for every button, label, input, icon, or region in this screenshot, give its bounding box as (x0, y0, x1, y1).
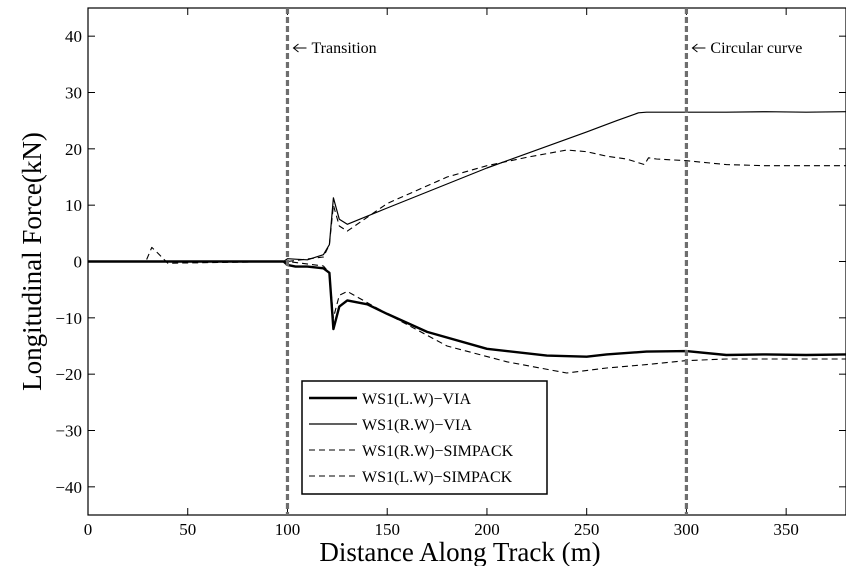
y-tick-label: 20 (65, 140, 82, 159)
y-axis-ticks: 40 30 20 10 0 −10 −20 −30 −40 (55, 27, 846, 497)
annotation-arrowhead (691, 43, 698, 53)
y-tick-label: −40 (55, 478, 82, 497)
x-tick-label: 0 (84, 520, 93, 539)
series-line-3 (88, 149, 846, 263)
y-tick-label: −20 (55, 365, 82, 384)
x-tick-label: 50 (179, 520, 196, 539)
x-tick-label: 100 (275, 520, 301, 539)
y-tick-label: −30 (55, 422, 82, 441)
series-layer (88, 111, 846, 374)
y-tick-label: 10 (65, 196, 82, 215)
x-tick-label: 250 (574, 520, 600, 539)
annotations: Transition Circular curve (292, 40, 802, 57)
legend-label-4: WS1(L.W)−SIMPACK (362, 469, 513, 486)
legend-label-3: WS1(R.W)−SIMPACK (362, 443, 514, 460)
legend-label-1: WS1(L.W)−VIA (362, 391, 471, 408)
x-tick-label: 350 (773, 520, 799, 539)
legend-box (301, 380, 548, 495)
x-axis-label: Distance Along Track (m) (319, 537, 600, 566)
y-tick-label: 30 (65, 84, 82, 103)
x-tick-label: 200 (474, 520, 500, 539)
annotation-arrowhead (292, 43, 299, 53)
y-tick-label: 0 (74, 253, 83, 272)
y-tick-label: −10 (55, 309, 82, 328)
y-axis-label: Longitudinal Force(kN) (17, 132, 47, 391)
y-tick-label: 40 (65, 27, 82, 46)
series-line-2 (88, 111, 846, 263)
legend: WS1(L.W)−VIA WS1(R.W)−VIA WS1(R.W)−SIMPACK… (301, 380, 548, 495)
annotation-label: Transition (311, 40, 376, 57)
annotation-label: Circular curve (710, 40, 802, 57)
legend-label-2: WS1(R.W)−VIA (362, 417, 472, 434)
x-axis-ticks: 0 50 100 150 200 250 300 350 (84, 8, 799, 539)
annotation-lines (285, 8, 689, 515)
x-tick-label: 300 (674, 520, 700, 539)
x-tick-label: 150 (374, 520, 400, 539)
